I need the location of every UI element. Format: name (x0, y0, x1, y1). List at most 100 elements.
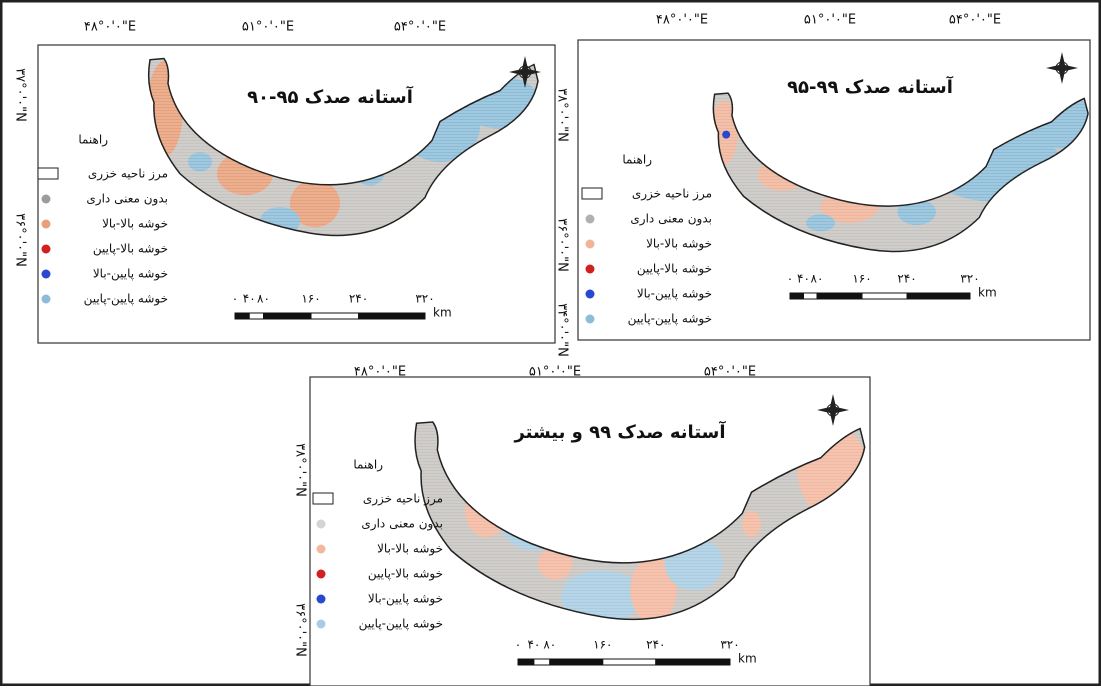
scale-segment (906, 292, 971, 300)
longitude-label: ۵۴°۰'۰"E (949, 13, 1001, 28)
legend-label: خوشه بالا-پایین (368, 567, 443, 582)
scale-unit: km (738, 652, 757, 666)
scale-segment (789, 292, 804, 300)
legend-swatch (316, 619, 326, 629)
scale-label: ۰ (232, 292, 238, 306)
legend-label: خوشه پایین-پایین (628, 312, 712, 327)
legend-swatch (585, 239, 595, 249)
scale-segment (310, 312, 359, 320)
legend-swatch (316, 569, 326, 579)
legend-label: بدون معنی داری (630, 212, 712, 227)
latitude-label: ۳۶°۰'۰"N (293, 603, 308, 657)
scale-label: ۳۲۰ (960, 272, 979, 286)
scale-segment (602, 658, 657, 666)
scale-label: ۴۰ (243, 292, 256, 306)
scale-label: ۲۴۰ (349, 292, 368, 306)
scale-label: ۴۰ (527, 638, 540, 652)
map-title: آستانه صدک ۹۵-۹۰ (247, 85, 414, 108)
scale-unit: km (433, 306, 452, 320)
scale-label: ۲۴۰ (897, 272, 916, 286)
scale-segment (517, 658, 535, 666)
north-arrow (817, 394, 849, 426)
north-arrow (1046, 52, 1078, 84)
latitude-label: ۳۶°۰'۰"N (555, 218, 570, 272)
scale-label: ۱۶۰ (852, 272, 871, 286)
map-panel: ۴۸°۰'۰"E ۵۱°۰'۰"E ۵۴°۰'۰"E ۳۸°۰'۰"N ۳۶°۰'۰"N… (293, 365, 871, 687)
scale-label: ۴۰ (797, 272, 810, 286)
legend-label: مرز ناحیه خزری (632, 187, 712, 202)
legend-label: خوشه بالا-بالا (377, 542, 443, 557)
scale-label: ۸۰ (811, 272, 824, 286)
longitude-label: ۴۸°۰'۰"E (656, 13, 708, 28)
north-arrow-ring (518, 65, 532, 79)
scale-segment (549, 658, 604, 666)
legend-label: خوشه پایین-پایین (84, 292, 168, 307)
longitude-label: ۴۸°۰'۰"E (354, 365, 406, 380)
legend-title: راهنما (622, 153, 652, 168)
legend-swatch (585, 214, 595, 224)
legend-label: مرز ناحیه خزری (363, 492, 443, 507)
north-arrow (509, 56, 541, 88)
legend-label: خوشه پایین-بالا (637, 287, 712, 302)
scale-segment (358, 312, 426, 320)
panel-frame (309, 376, 871, 687)
scale-segment (816, 292, 863, 300)
legend-label: خوشه پایین-بالا (368, 592, 443, 607)
province-boundary (415, 422, 865, 619)
north-arrow-ring (1055, 61, 1069, 75)
legend-swatch (41, 194, 51, 204)
province-boundary (149, 59, 538, 236)
legend-swatch (581, 187, 603, 200)
scale-label: ۰ (515, 638, 521, 652)
legend-label: خوشه بالا-بالا (646, 237, 712, 252)
scale-segment (655, 658, 731, 666)
longitude-label: ۵۴°۰'۰"E (394, 20, 446, 35)
longitude-label: ۵۱°۰'۰"E (529, 365, 581, 380)
scale-unit: km (978, 286, 997, 300)
scale-segment (234, 312, 250, 320)
legend-label: بدون معنی داری (361, 517, 443, 532)
legend-label: خوشه بالا-بالا (102, 217, 168, 232)
province-boundary (713, 93, 1088, 251)
scale-label: ۲۴۰ (646, 638, 665, 652)
legend-swatch (37, 167, 59, 180)
longitude-label: ۵۱°۰'۰"E (242, 20, 294, 35)
map-title: آستانه صدک ۹۹-۹۵ (787, 75, 954, 98)
legend-label: مرز ناحیه خزری (88, 167, 168, 182)
legend-label: بدون معنی داری (86, 192, 168, 207)
point (722, 130, 731, 139)
scale-segment (248, 312, 264, 320)
legend-swatch (41, 294, 51, 304)
legend-swatch (585, 289, 595, 299)
legend-label: خوشه بالا-پایین (93, 242, 168, 257)
scale-segment (533, 658, 551, 666)
legend-swatch (316, 544, 326, 554)
longitude-label: ۵۴°۰'۰"E (704, 365, 756, 380)
scale-segment (861, 292, 908, 300)
legend-label: خوشه پایین-بالا (93, 267, 168, 282)
latitude-label: ۳۸°۰'۰"N (293, 443, 308, 497)
map-panel: ۴۸°۰'۰"E ۵۱°۰'۰"E ۵۴°۰'۰"E ۳۷°۰'۰"N ۳۶°۰'۰"N… (13, 20, 556, 344)
scale-label: ۳۲۰ (415, 292, 434, 306)
legend-swatch (585, 314, 595, 324)
scale-segment (803, 292, 818, 300)
legend-title: راهنما (353, 458, 383, 473)
legend-swatch (41, 244, 51, 254)
latitude-label: ۳۶°۰'۰"N (13, 213, 28, 267)
scale-segment (263, 312, 312, 320)
scale-label: ۱۶۰ (593, 638, 612, 652)
legend-swatch (316, 519, 326, 529)
latitude-label: ۳۸°۰'۰"N (555, 88, 570, 142)
north-arrow-ring (826, 403, 840, 417)
latitude-label: ۳۴°۰'۰"N (555, 303, 570, 357)
scale-label: ۳۲۰ (720, 638, 739, 652)
scale-label: ۸۰ (543, 638, 556, 652)
legend-label: خوشه پایین-پایین (359, 617, 443, 632)
scale-label: ۰ (787, 272, 793, 286)
longitude-label: ۴۸°۰'۰"E (84, 20, 136, 35)
legend-title: راهنما (78, 133, 108, 148)
legend-swatch (41, 219, 51, 229)
longitude-label: ۵۱°۰'۰"E (804, 13, 856, 28)
